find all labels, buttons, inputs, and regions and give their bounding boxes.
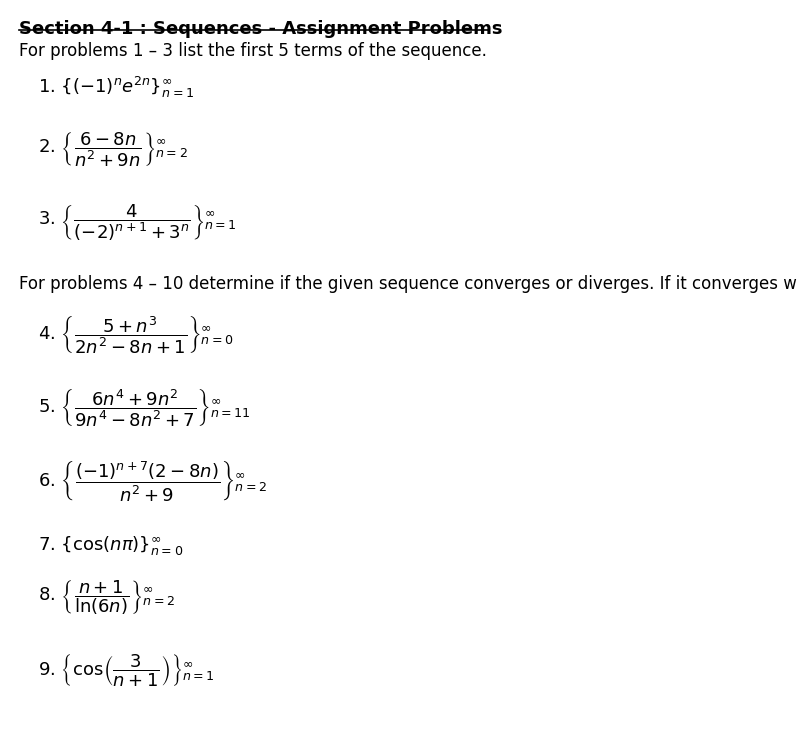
Text: 2. $\left\{\dfrac{6-8n}{n^2+9n}\right\}_{n=2}^{\infty}$: 2. $\left\{\dfrac{6-8n}{n^2+9n}\right\}_… <box>38 130 188 169</box>
Text: 7. $\left\{\cos(n\pi)\right\}_{n=0}^{\infty}$: 7. $\left\{\cos(n\pi)\right\}_{n=0}^{\in… <box>38 535 184 558</box>
Text: 4. $\left\{\dfrac{5+n^3}{2n^2-8n+1}\right\}_{n=0}^{\infty}$: 4. $\left\{\dfrac{5+n^3}{2n^2-8n+1}\righ… <box>38 314 234 356</box>
Text: For problems 4 – 10 determine if the given sequence converges or diverges. If it: For problems 4 – 10 determine if the giv… <box>19 275 798 294</box>
Text: 9. $\left\{\cos\!\left(\dfrac{3}{n+1}\right)\right\}_{n=1}^{\infty}$: 9. $\left\{\cos\!\left(\dfrac{3}{n+1}\ri… <box>38 652 215 688</box>
Text: Section 4-1 : Sequences - Assignment Problems: Section 4-1 : Sequences - Assignment Pro… <box>19 20 503 38</box>
Text: 1. $\left\{(-1)^n e^{2n}\right\}_{n=1}^{\infty}$: 1. $\left\{(-1)^n e^{2n}\right\}_{n=1}^{… <box>38 75 195 100</box>
Text: 8. $\left\{\dfrac{n+1}{\ln(6n)}\right\}_{n=2}^{\infty}$: 8. $\left\{\dfrac{n+1}{\ln(6n)}\right\}_… <box>38 578 176 617</box>
Text: 6. $\left\{\dfrac{(-1)^{n+7}(2-8n)}{n^2+9}\right\}_{n=2}^{\infty}$: 6. $\left\{\dfrac{(-1)^{n+7}(2-8n)}{n^2+… <box>38 459 267 503</box>
Text: 5. $\left\{\dfrac{6n^4+9n^2}{9n^4-8n^2+7}\right\}_{n=11}^{\infty}$: 5. $\left\{\dfrac{6n^4+9n^2}{9n^4-8n^2+7… <box>38 387 251 429</box>
Text: For problems 1 – 3 list the first 5 terms of the sequence.: For problems 1 – 3 list the first 5 term… <box>19 43 487 60</box>
Text: 3. $\left\{\dfrac{4}{(-2)^{n+1}+3^n}\right\}_{n=1}^{\infty}$: 3. $\left\{\dfrac{4}{(-2)^{n+1}+3^n}\rig… <box>38 202 237 243</box>
